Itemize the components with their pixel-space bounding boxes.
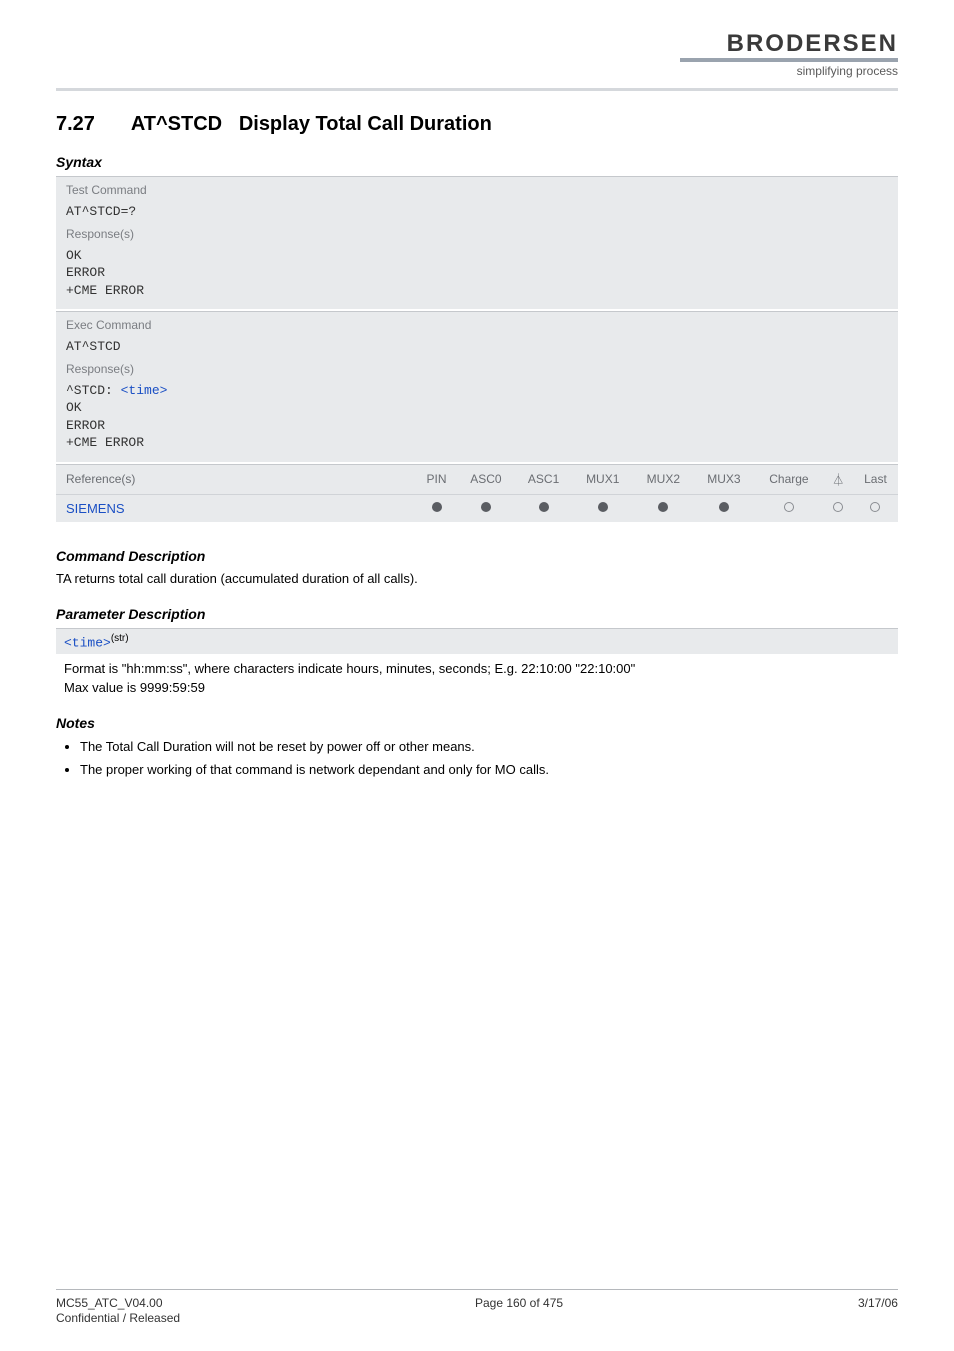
dot-charge [754, 494, 823, 522]
test-command-block: Test Command AT^STCD=? Response(s) OK ER… [56, 176, 898, 309]
logo-bar [680, 58, 898, 62]
footer-page: Page 160 of 475 [475, 1296, 563, 1327]
footer-left: MC55_ATC_V04.00 Confidential / Released [56, 1296, 180, 1327]
param-box: <time>(str) [56, 628, 898, 654]
exec-resp-prefix: ^STCD: [66, 383, 121, 398]
exec-response-label: Response(s) [66, 362, 888, 376]
exec-command-text: AT^STCD [66, 338, 888, 356]
page: BRODERSEN simplifying process 7.27 AT^ST… [0, 0, 954, 1351]
col-mux2: MUX2 [633, 464, 694, 494]
reference-label: Reference(s) [56, 464, 416, 494]
exec-command-block: Exec Command AT^STCD Response(s) ^STCD: … [56, 311, 898, 462]
dot-last [853, 494, 898, 522]
exec-command-label: Exec Command [66, 318, 888, 332]
footer: MC55_ATC_V04.00 Confidential / Released … [56, 1289, 898, 1327]
dot-mux2 [633, 494, 694, 522]
dot-empty-icon [784, 502, 794, 512]
exec-resp-rest: OK ERROR +CME ERROR [66, 400, 144, 450]
table-row: SIEMENS [56, 494, 898, 522]
time-param-link[interactable]: <time> [121, 383, 168, 398]
col-asc0: ASC0 [457, 464, 515, 494]
footer-rule [56, 1289, 898, 1290]
dot-pin [416, 494, 457, 522]
param-desc-heading: Parameter Description [56, 606, 898, 622]
exec-response-text: ^STCD: <time> OK ERROR +CME ERROR [66, 382, 888, 452]
notes-heading: Notes [56, 715, 898, 731]
header-rule [56, 88, 898, 91]
dot-filled-icon [719, 502, 729, 512]
cmd-desc-text: TA returns total call duration (accumula… [56, 570, 898, 588]
section-title: 7.27 AT^STCD Display Total Call Duration [56, 113, 898, 136]
col-mux3: MUX3 [694, 464, 755, 494]
list-item: The Total Call Duration will not be rese… [80, 737, 898, 757]
list-item: The proper working of that command is ne… [80, 760, 898, 780]
col-pin: PIN [416, 464, 457, 494]
test-response-label: Response(s) [66, 227, 888, 241]
logo-block: BRODERSEN simplifying process [680, 32, 898, 78]
dot-mux3 [694, 494, 755, 522]
table-header-row: Reference(s) PIN ASC0 ASC1 MUX1 MUX2 MUX… [56, 464, 898, 494]
dot-empty-icon [833, 502, 843, 512]
logo-text: BRODERSEN [680, 32, 898, 56]
col-last: Last [853, 464, 898, 494]
dot-filled-icon [539, 502, 549, 512]
footer-date: 3/17/06 [858, 1296, 898, 1327]
footer-doc: MC55_ATC_V04.00 [56, 1296, 180, 1312]
dot-asc1 [515, 494, 573, 522]
dot-asc0 [457, 494, 515, 522]
alarm-icon: ⏃ [832, 471, 844, 488]
test-command-text: AT^STCD=? [66, 203, 888, 221]
dot-mux1 [572, 494, 633, 522]
command-name: AT^STCD [131, 113, 222, 135]
dot-alarm [824, 494, 853, 522]
dot-filled-icon [658, 502, 668, 512]
dot-filled-icon [598, 502, 608, 512]
dot-empty-icon [870, 502, 880, 512]
header: BRODERSEN simplifying process [56, 32, 898, 78]
command-title: Display Total Call Duration [239, 113, 492, 135]
test-command-label: Test Command [66, 183, 888, 197]
notes-list: The Total Call Duration will not be rese… [56, 737, 898, 780]
col-charge: Charge [754, 464, 823, 494]
dot-filled-icon [481, 502, 491, 512]
footer-row: MC55_ATC_V04.00 Confidential / Released … [56, 1296, 898, 1327]
section-number: 7.27 [56, 113, 126, 136]
param-text-1: Format is "hh:mm:ss", where characters i… [64, 660, 890, 678]
param-text-2: Max value is 9999:59:59 [64, 679, 890, 697]
param-type: (str) [111, 633, 129, 644]
col-alarm: ⏃ [824, 464, 853, 494]
test-response-text: OK ERROR +CME ERROR [66, 247, 888, 300]
col-mux1: MUX1 [572, 464, 633, 494]
param-desc-text: Format is "hh:mm:ss", where characters i… [56, 654, 898, 696]
vendor-link[interactable]: SIEMENS [66, 501, 125, 516]
dot-filled-icon [432, 502, 442, 512]
footer-conf: Confidential / Released [56, 1311, 180, 1327]
logo-tagline: simplifying process [680, 64, 898, 78]
param-name: <time> [64, 635, 111, 650]
reference-table: Reference(s) PIN ASC0 ASC1 MUX1 MUX2 MUX… [56, 464, 898, 522]
col-asc1: ASC1 [515, 464, 573, 494]
cmd-desc-heading: Command Description [56, 548, 898, 564]
syntax-heading: Syntax [56, 154, 898, 170]
